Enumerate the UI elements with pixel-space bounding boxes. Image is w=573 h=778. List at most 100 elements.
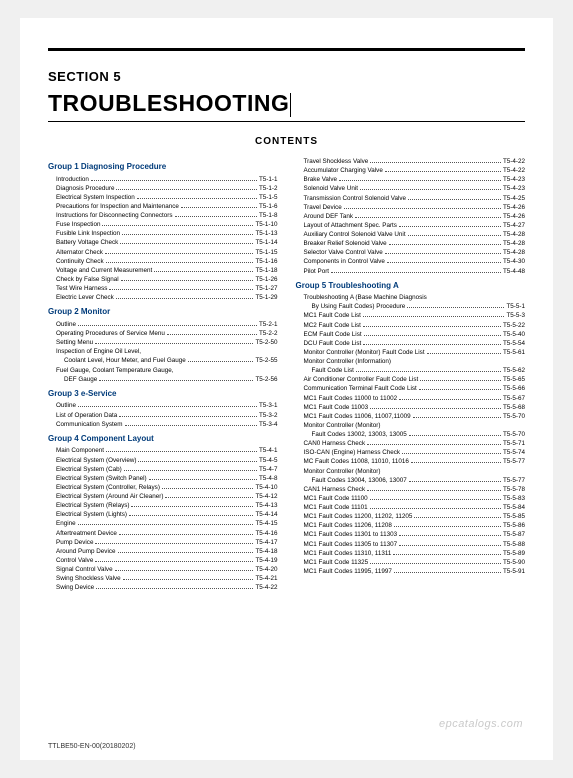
toc-dots (420, 380, 501, 381)
toc-page: T5-1-29 (255, 293, 277, 302)
group-title: Group 5 Troubleshooting A (296, 280, 526, 292)
toc-page: T5-4-17 (255, 538, 277, 547)
toc-dots (181, 207, 257, 208)
toc-dots (427, 353, 501, 354)
toc-row: MC1 Fault Code 11101T5-5-84 (296, 503, 526, 512)
top-rule (48, 48, 525, 51)
toc-dots (394, 526, 501, 527)
toc-label: Accumulator Charging Valve (304, 166, 383, 175)
toc-page: T5-5-1 (506, 302, 525, 311)
toc-dots (408, 199, 501, 200)
toc-label: MC1 Fault Codes 11305 to 11307 (304, 540, 398, 549)
toc-page: T5-4-28 (503, 230, 525, 239)
toc-row: Electrical System (Cab)T5-4-7 (48, 465, 278, 474)
toc-dots (116, 189, 257, 190)
toc-dots (137, 198, 257, 199)
toc-row: Around Pump DeviceT5-4-18 (48, 547, 278, 556)
toc-dots (149, 479, 257, 480)
toc-dots (91, 180, 257, 181)
toc-dots (409, 481, 501, 482)
toc-label: Pilot Port (304, 267, 330, 276)
toc-label: MC1 Fault Codes 11301 to 11303 (304, 530, 398, 539)
toc-page: T5-4-22 (255, 583, 277, 592)
toc-dots (356, 371, 501, 372)
toc-dots (385, 171, 501, 172)
toc-dots (99, 380, 253, 381)
toc-row: MC1 Fault Codes 11206, 11208T5-5-86 (296, 521, 526, 530)
toc-row: Communication Terminal Fault Code ListT5… (296, 384, 526, 393)
toc-row: Solenoid Valve UnitT5-4-23 (296, 184, 526, 193)
toc-page: T5-1-16 (255, 257, 277, 266)
toc-row: Voltage and Current MeasurementT5-1-18 (48, 266, 278, 275)
toc-row: Swing Device T5-4-22 (48, 583, 278, 592)
toc-row: OutlineT5-2-1 (48, 320, 278, 329)
toc-page: T5-4-23 (503, 175, 525, 184)
toc-dots (188, 361, 254, 362)
toc-row: Fault Code ListT5-5-62 (296, 366, 526, 375)
toc-page: T5-5-61 (503, 348, 525, 357)
toc-page: T5-5-74 (503, 448, 525, 457)
toc-page: T5-4-25 (503, 194, 525, 203)
toc-label: Communication Terminal Fault Code List (304, 384, 417, 393)
toc-label: Solenoid Valve Unit (304, 184, 359, 193)
toc-page: T5-5-65 (503, 375, 525, 384)
toc-page: T5-4-20 (255, 565, 277, 574)
toc-page: T5-4-28 (503, 239, 525, 248)
toc-label: Outline (56, 320, 76, 329)
toc-page: T5-2-2 (259, 329, 278, 338)
toc-row: Main ComponentT5-4-1 (48, 446, 278, 455)
toc-label: DCU Fault Code List (304, 339, 362, 348)
toc-row: Test Wire HarnessT5-1-27 (48, 284, 278, 293)
toc-row: ISO-CAN (Engine) Harness Check T5-5-74 (296, 448, 526, 457)
toc-label: Swing Device (56, 583, 94, 592)
toc-sub: Monitor Controller (Monitor) (296, 467, 526, 476)
toc-page: T5-1-27 (255, 284, 277, 293)
toc-sub: Fuel Gauge, Coolant Temperature Gauge, (48, 366, 278, 375)
toc-dots (123, 579, 254, 580)
toc-row: MC1 Fault Code 11325T5-5-90 (296, 558, 526, 567)
toc-dots (165, 497, 253, 498)
toc-row: MC1 Fault Codes 11006, 11007,11009T5-5-7… (296, 412, 526, 421)
toc-dots (118, 552, 254, 553)
toc-page: T5-5-22 (503, 321, 525, 330)
toc-page: T5-5-68 (503, 403, 525, 412)
toc-label: Travel Shockless Valve (304, 157, 369, 166)
toc-label: Electrical System (Cab) (56, 465, 122, 474)
toc-row: Brake ValveT5-4-23 (296, 175, 526, 184)
toc-row: Fault Codes 13002, 13003, 13005T5-5-70 (296, 430, 526, 439)
toc-dots (419, 389, 501, 390)
toc-label: MC Fault Codes 11008, 11010, 11016 (304, 457, 409, 466)
toc-dots (360, 189, 501, 190)
toc-row: Components in Control ValveT5-4-30 (296, 257, 526, 266)
toc-dots (96, 588, 253, 589)
toc-label: Travel Device (304, 203, 342, 212)
toc-label: Engine (56, 519, 76, 528)
toc-label: Air Conditioner Controller Fault Code Li… (304, 375, 419, 384)
toc-dots (399, 545, 501, 546)
footer: TTLBE50-EN-00(20180202) (48, 743, 525, 750)
toc-dots (154, 271, 253, 272)
toc-dots (363, 326, 501, 327)
page-title: TROUBLESHOOTING (48, 90, 289, 117)
toc-label: Communication System (56, 420, 123, 429)
toc-label: Pump Device (56, 538, 93, 547)
group-title: Group 1 Diagnosing Procedure (48, 161, 278, 173)
toc-col-right: Travel Shockless ValveT5-4-22Accumulator… (296, 157, 526, 592)
toc-label: ISO-CAN (Engine) Harness Check (304, 448, 401, 457)
toc-sub: Monitor Controller (Monitor) (296, 421, 526, 430)
toc-dots (364, 335, 501, 336)
toc-page: T5-4-16 (255, 529, 277, 538)
toc-dots (78, 524, 254, 525)
toc-label: Around Pump Device (56, 547, 116, 556)
toc-dots (125, 425, 257, 426)
toc-row: List of Operation DataT5-3-2 (48, 411, 278, 420)
toc-page: T5-5-87 (503, 530, 525, 539)
toc-page: T5-4-26 (503, 212, 525, 221)
toc-page: T5-5-71 (503, 439, 525, 448)
toc-label: Selector Valve Control Valve (304, 248, 383, 257)
toc-dots (121, 280, 254, 281)
toc-page: T5-4-26 (503, 203, 525, 212)
toc-row: Auxiliary Control Solenoid Valve UnitT5-… (296, 230, 526, 239)
toc-row: DCU Fault Code ListT5-5-54 (296, 339, 526, 348)
toc-page: T5-4-30 (503, 257, 525, 266)
